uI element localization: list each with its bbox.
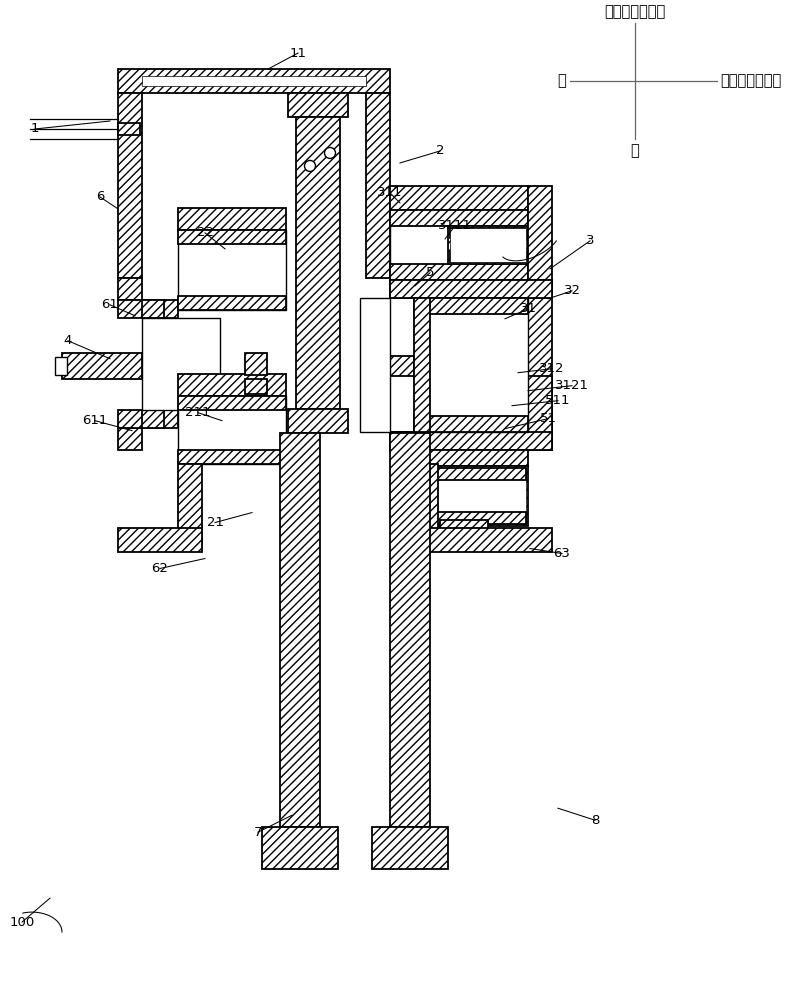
Bar: [178, 296, 286, 310]
Bar: [118, 93, 142, 278]
Bar: [416, 468, 526, 524]
Bar: [390, 210, 528, 280]
Bar: [178, 396, 286, 410]
Bar: [416, 468, 526, 480]
Bar: [178, 396, 286, 464]
Bar: [178, 374, 286, 396]
Text: 611: 611: [82, 414, 107, 427]
Bar: [390, 356, 414, 376]
Bar: [504, 376, 552, 450]
Text: 11: 11: [289, 47, 306, 60]
Bar: [450, 228, 526, 238]
Bar: [390, 186, 528, 210]
Text: 22: 22: [196, 226, 213, 239]
Bar: [414, 466, 528, 526]
Bar: [390, 432, 414, 450]
Bar: [262, 827, 338, 869]
Bar: [118, 69, 390, 93]
Bar: [390, 210, 528, 226]
Text: 62: 62: [152, 562, 168, 575]
Text: 3121: 3121: [555, 379, 589, 392]
Bar: [360, 298, 390, 432]
Bar: [288, 409, 348, 433]
Text: 31: 31: [520, 302, 537, 315]
Bar: [528, 186, 552, 450]
Bar: [414, 298, 528, 314]
Bar: [366, 93, 390, 278]
Text: 61: 61: [102, 298, 119, 311]
Bar: [414, 298, 528, 432]
Text: 7: 7: [254, 826, 263, 839]
Bar: [118, 278, 142, 300]
Bar: [390, 264, 528, 280]
Text: 511: 511: [545, 394, 570, 407]
Bar: [118, 410, 178, 428]
Text: 左: 左: [558, 74, 566, 89]
Bar: [280, 433, 320, 827]
Text: 1: 1: [31, 122, 40, 135]
Bar: [178, 450, 286, 464]
Text: 211: 211: [185, 406, 211, 419]
Text: 2: 2: [436, 144, 444, 157]
Bar: [296, 117, 340, 409]
Bar: [414, 416, 528, 432]
Circle shape: [325, 147, 335, 158]
Text: 100: 100: [10, 916, 35, 929]
Bar: [390, 432, 552, 450]
Bar: [288, 93, 348, 117]
Text: 后（第一方向）: 后（第一方向）: [604, 4, 666, 19]
Bar: [62, 353, 142, 379]
Bar: [414, 298, 430, 432]
Text: 3111: 3111: [438, 219, 472, 232]
Bar: [414, 450, 528, 466]
Text: 6: 6: [96, 190, 104, 203]
Bar: [178, 230, 286, 310]
Bar: [178, 230, 286, 244]
Text: 前: 前: [630, 143, 639, 158]
Text: 3: 3: [586, 234, 594, 247]
Text: 8: 8: [591, 814, 600, 827]
Bar: [118, 123, 140, 135]
Bar: [416, 512, 526, 524]
Bar: [118, 428, 142, 450]
Text: 32: 32: [563, 284, 580, 297]
Bar: [440, 520, 488, 544]
Bar: [448, 226, 528, 264]
Bar: [450, 252, 526, 262]
Text: 63: 63: [553, 547, 570, 560]
Bar: [142, 318, 220, 410]
Bar: [450, 228, 526, 262]
Text: 4: 4: [64, 334, 72, 347]
Bar: [118, 528, 202, 552]
Bar: [142, 410, 164, 428]
Text: 右（第二方向）: 右（第二方向）: [720, 74, 781, 89]
Bar: [504, 280, 552, 298]
Text: 312: 312: [539, 362, 565, 375]
Text: 311: 311: [377, 186, 402, 199]
Bar: [372, 827, 448, 869]
Bar: [245, 353, 267, 375]
Bar: [245, 379, 267, 394]
Bar: [178, 464, 202, 544]
Bar: [414, 464, 438, 544]
Bar: [142, 76, 366, 86]
Bar: [178, 208, 286, 230]
Text: 21: 21: [207, 516, 224, 529]
Bar: [414, 528, 552, 552]
Bar: [390, 280, 414, 298]
Text: 5: 5: [426, 266, 434, 279]
Bar: [118, 354, 142, 374]
Bar: [142, 300, 164, 318]
Bar: [55, 357, 67, 375]
Bar: [390, 280, 552, 298]
Bar: [118, 300, 178, 318]
Text: 51: 51: [540, 412, 557, 425]
Circle shape: [305, 160, 315, 171]
Bar: [390, 433, 430, 827]
